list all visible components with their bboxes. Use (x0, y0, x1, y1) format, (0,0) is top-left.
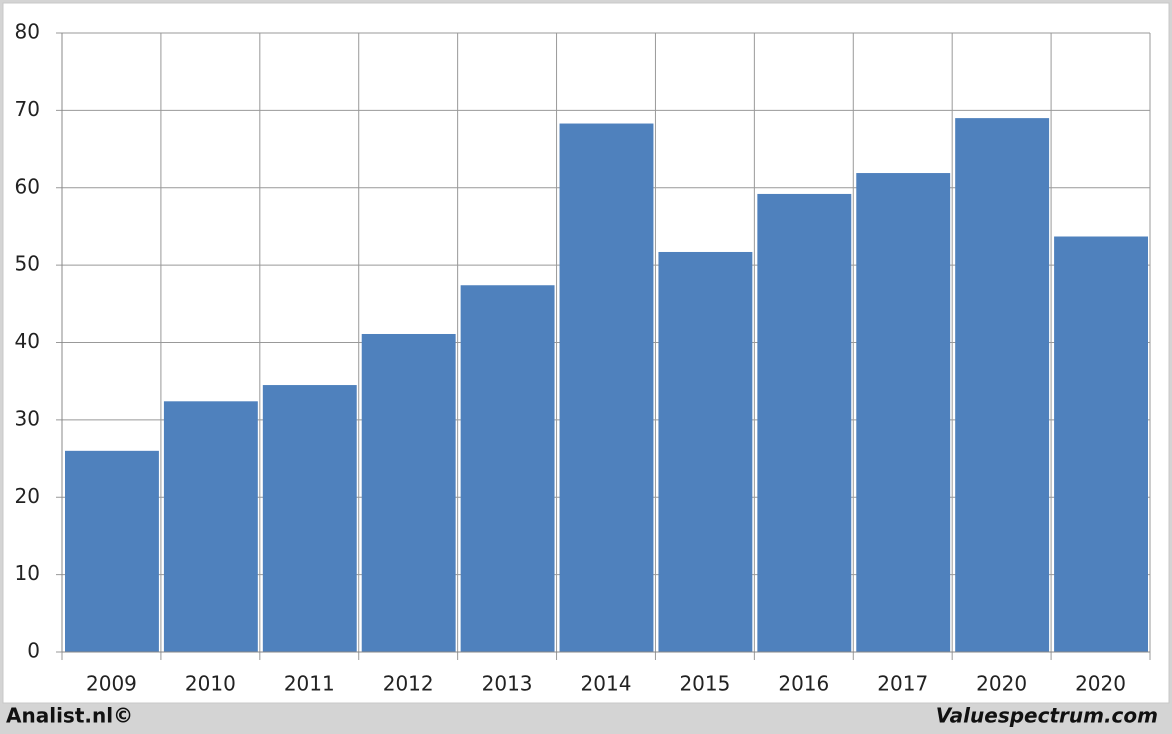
y-tick-label: 0 (27, 639, 40, 663)
x-tick-label: 2013 (482, 672, 533, 696)
y-tick-label: 40 (15, 329, 40, 353)
bar (856, 173, 951, 652)
x-tick-label: 2010 (185, 672, 236, 696)
bar (955, 118, 1050, 653)
y-tick-label: 20 (15, 484, 40, 508)
bar (65, 450, 159, 652)
x-tick-label: 2011 (284, 672, 335, 696)
x-tick-label: 2020 (1075, 672, 1126, 696)
y-tick-label: 10 (15, 561, 40, 585)
bar (559, 123, 654, 652)
x-tick-label: 2012 (383, 672, 434, 696)
y-tick-label: 70 (15, 97, 40, 121)
bar (460, 285, 555, 652)
source-left: Analist.nl© (6, 704, 133, 728)
bar (262, 385, 357, 652)
x-tick-label: 2015 (679, 672, 730, 696)
bar (757, 193, 852, 652)
y-tick-label: 30 (15, 406, 40, 430)
x-tick-label: 2014 (581, 672, 632, 696)
bar (658, 251, 753, 652)
x-tick-label: 2016 (778, 672, 829, 696)
source-right: Valuespectrum.com (936, 704, 1158, 728)
bar (163, 401, 258, 652)
y-tick-label: 60 (15, 174, 40, 198)
bar (1054, 236, 1148, 652)
bar (361, 333, 456, 652)
x-tick-label: 2017 (877, 672, 928, 696)
y-tick-label: 50 (15, 252, 40, 276)
x-tick-label: 2020 (976, 672, 1027, 696)
x-tick-label: 2009 (86, 672, 137, 696)
y-tick-label: 80 (15, 20, 40, 44)
